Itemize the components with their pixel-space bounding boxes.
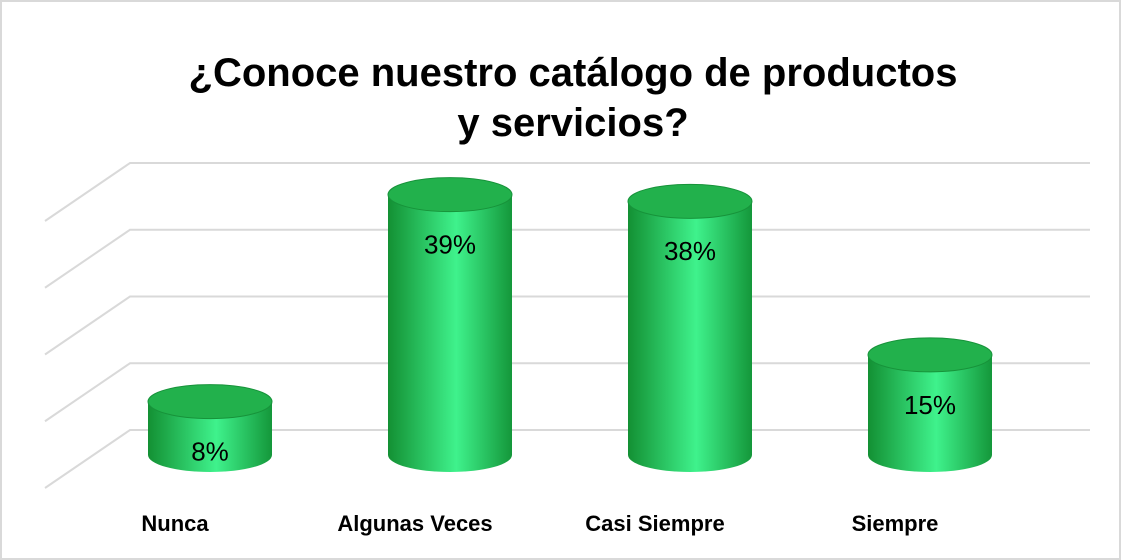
grid-line <box>44 228 1090 289</box>
value-label: 38% <box>664 236 716 266</box>
chart-title: ¿Conoce nuestro catálogo de productos y s… <box>189 51 958 145</box>
grid-line <box>44 162 1090 222</box>
x-tick-label: Nunca <box>141 511 209 536</box>
value-label: 39% <box>424 230 476 260</box>
bar-body <box>628 201 752 472</box>
bar-top <box>147 384 273 420</box>
bar-top <box>387 177 513 213</box>
grid-line <box>44 362 1090 423</box>
bar-body <box>388 194 512 473</box>
grid-line <box>44 295 1090 356</box>
x-tick-label: Algunas Veces <box>337 511 492 536</box>
value-label: 8% <box>191 436 229 466</box>
bar-top <box>867 337 993 373</box>
bar <box>147 384 273 472</box>
grid-line <box>44 429 1090 489</box>
x-tick-label: Casi Siempre <box>585 511 724 536</box>
bar <box>627 183 753 472</box>
bar-body <box>148 401 272 472</box>
bar-top <box>627 183 753 219</box>
value-label: 15% <box>904 390 956 420</box>
x-tick-label: Siempre <box>852 511 939 536</box>
bar <box>387 177 513 473</box>
bar <box>867 337 993 472</box>
bar-body <box>868 354 992 472</box>
